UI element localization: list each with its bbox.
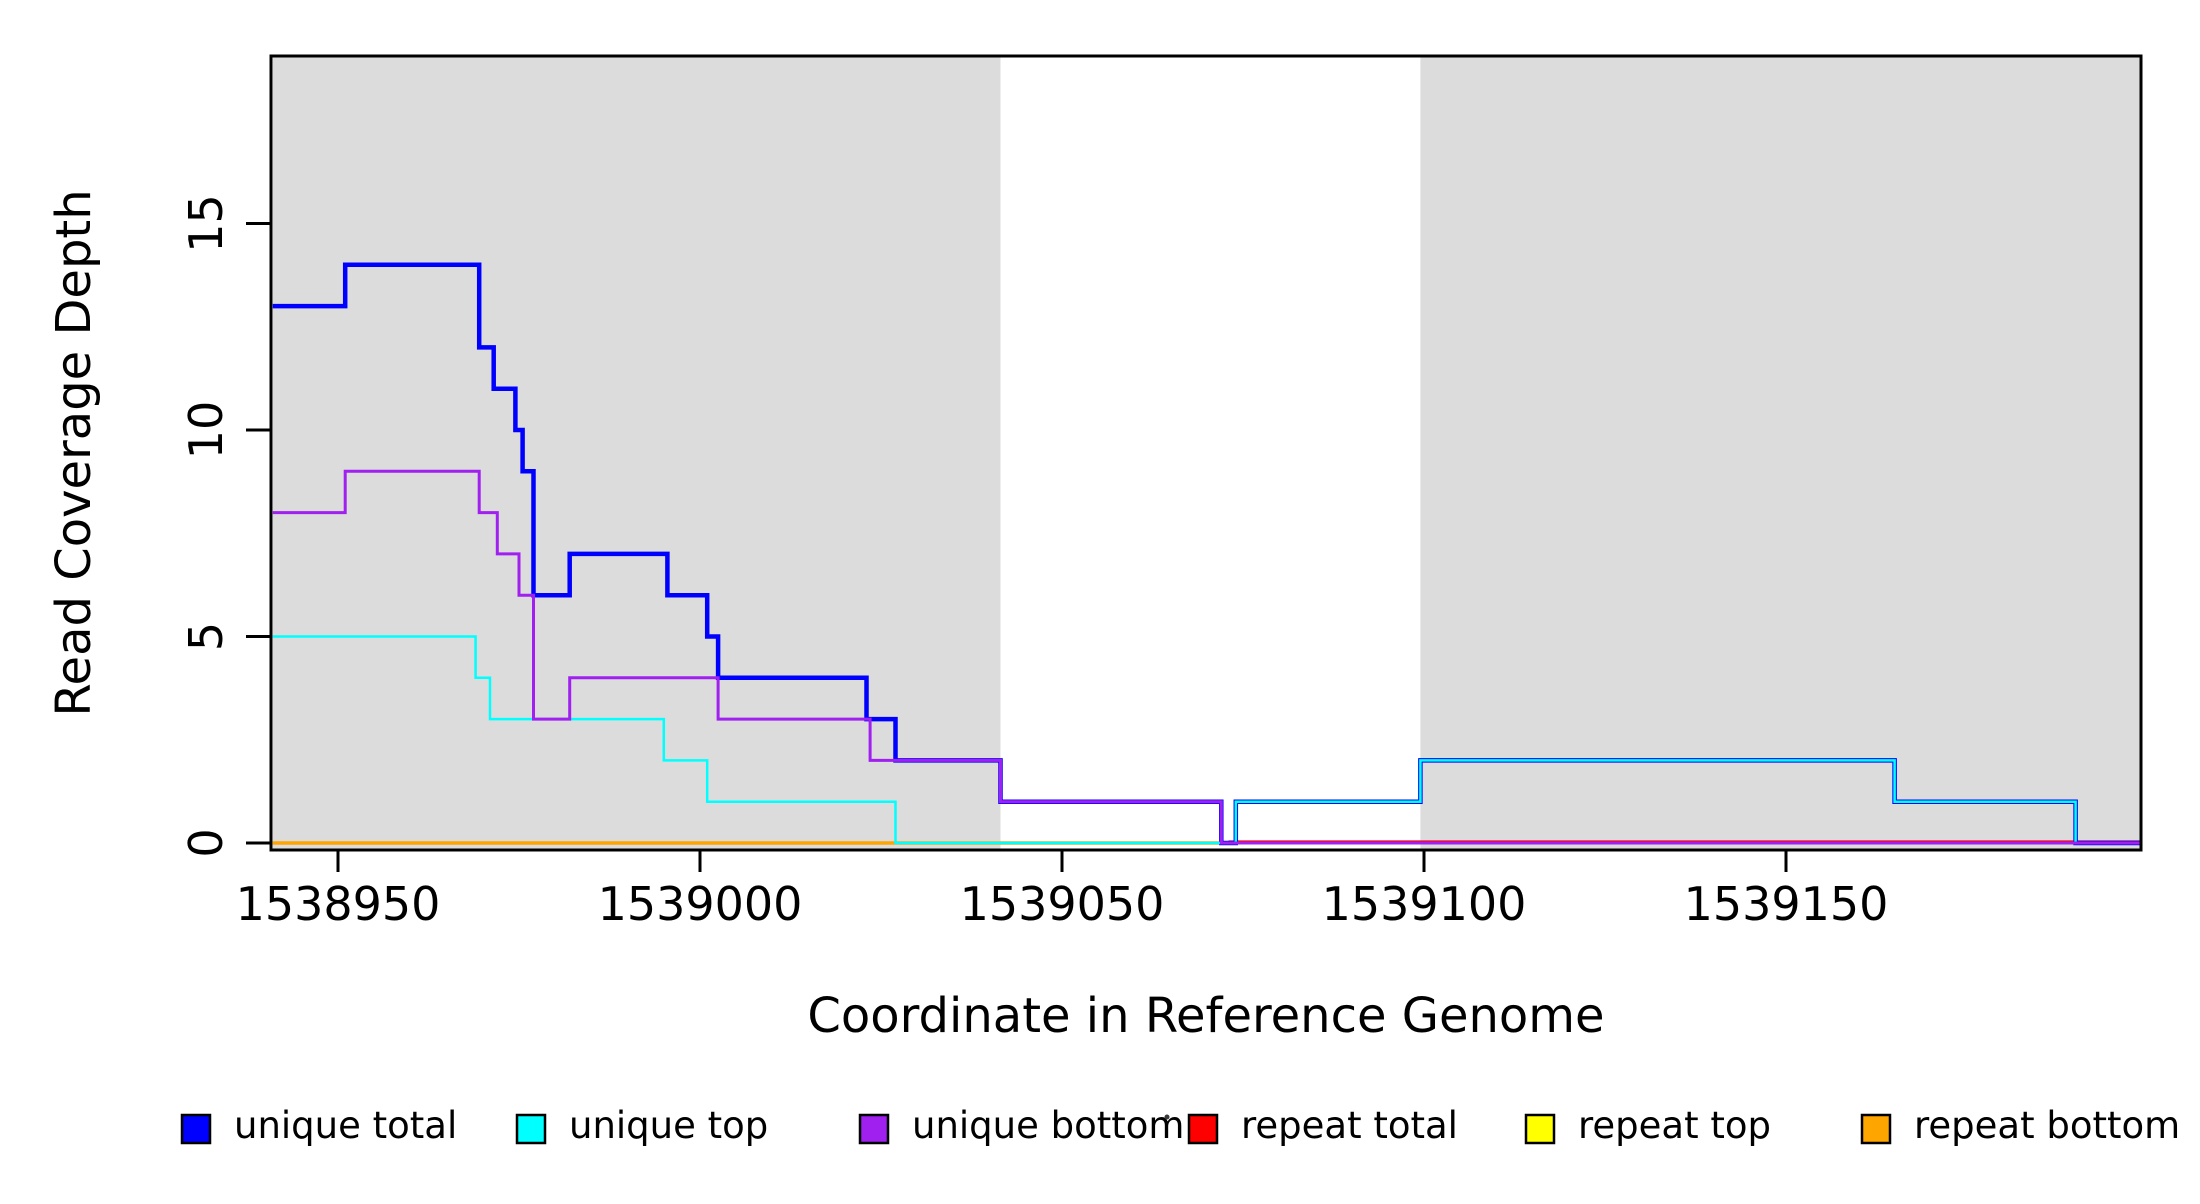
legend-label-unique-total: unique total — [234, 1104, 457, 1147]
legend-swatch-repeat-bottom — [1860, 1113, 1892, 1145]
plot-border — [269, 54, 2143, 852]
x-tick-label: 1539050 — [960, 877, 1165, 931]
legend-swatch-repeat-top — [1524, 1113, 1556, 1145]
legend-label-repeat-total: repeat total — [1241, 1104, 1458, 1147]
legend-label-repeat-top: repeat top — [1578, 1104, 1771, 1147]
series-line-unique-bottom — [272, 469, 2141, 845]
repeat-region-band-1 — [272, 56, 1001, 850]
repeat-region-band-2 — [1420, 56, 2141, 850]
y-tick-label: 0 — [179, 828, 233, 857]
legend-label-unique-bottom: unique bottom — [912, 1104, 1184, 1147]
x-tick-label: 1539100 — [1322, 877, 1527, 931]
x-tick-label: 1539000 — [598, 877, 803, 931]
x-tick-label: 1538950 — [236, 877, 441, 931]
legend-swatch-unique-bottom — [858, 1113, 890, 1145]
y-tick-label: 15 — [179, 194, 233, 253]
y-axis-title: Read Coverage Depth — [46, 189, 102, 716]
legend-label-unique-top: unique top — [569, 1104, 768, 1147]
legend-swatch-repeat-total — [1187, 1113, 1219, 1145]
legend-label-repeat-bottom: repeat bottom — [1914, 1104, 2180, 1147]
legend-swatch-unique-total — [180, 1113, 212, 1145]
y-tick-label: 5 — [179, 622, 233, 651]
x-axis-title: Coordinate in Reference Genome — [807, 988, 1604, 1044]
series-line-unique-top — [272, 635, 2141, 845]
legend-swatch-unique-top — [515, 1113, 547, 1145]
stray-dot-artifact — [1164, 1114, 1170, 1120]
y-tick-label: 10 — [179, 401, 233, 460]
x-tick-label: 1539150 — [1684, 877, 1889, 931]
